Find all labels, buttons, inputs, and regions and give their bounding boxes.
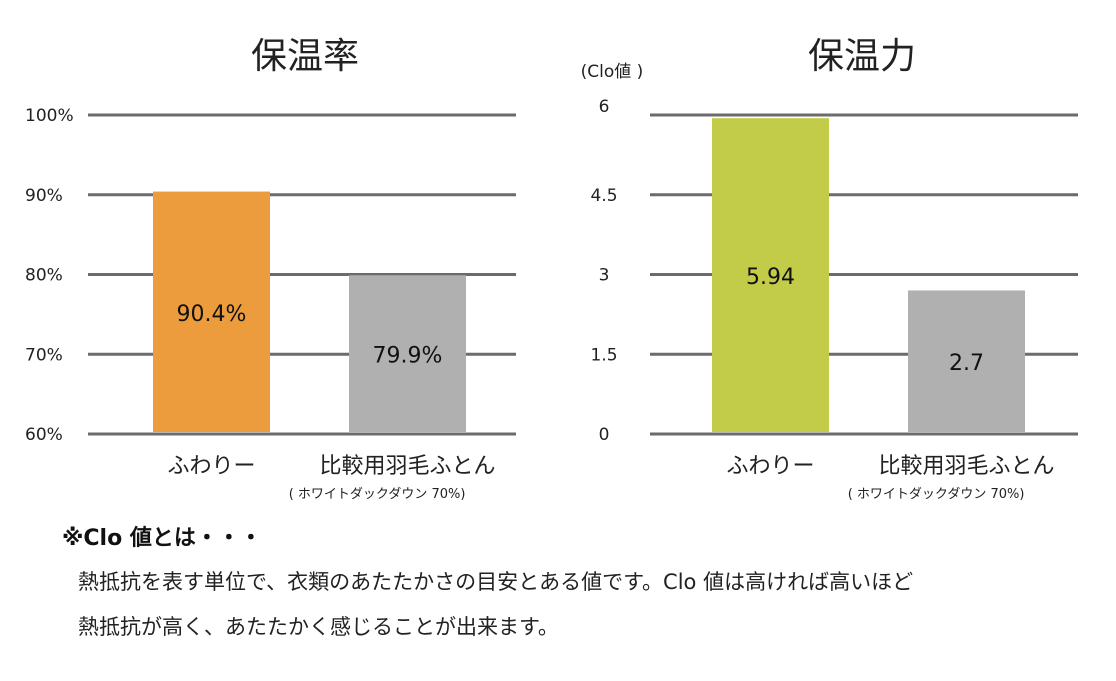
chart-title: 保温力 xyxy=(808,36,916,77)
data-label: 90.4% xyxy=(177,302,247,327)
category-label: ふわりー xyxy=(726,454,814,479)
data-label: 5.94 xyxy=(746,265,795,290)
y-tick-label: 3 xyxy=(599,266,610,286)
data-label: 79.9% xyxy=(373,344,443,369)
category-label: 比較用羽毛ふとん xyxy=(878,454,1054,479)
bar-fuwari xyxy=(712,118,829,432)
category-sublabel: ( ホワイトダックダウン 70%) xyxy=(289,487,466,502)
y-tick-label: 0 xyxy=(599,425,610,445)
y-tick-label: 6 xyxy=(599,97,610,117)
category-label: ふわりー xyxy=(167,454,255,479)
note-line-2: 熱抵抗が高く、あたたかく感じることが出来ます。 xyxy=(78,615,559,639)
y-tick-label: 70% xyxy=(25,345,63,365)
y-tick-label: 90% xyxy=(25,186,63,206)
bar-comparison xyxy=(908,290,1025,432)
y-tick-label: 80% xyxy=(25,266,63,286)
y-tick-label: 60% xyxy=(25,425,63,445)
y-axis-label: (Clo値 ) xyxy=(581,62,644,82)
y-tick-label: 100% xyxy=(25,106,74,126)
bar-comparison xyxy=(349,275,466,432)
category-sublabel: ( ホワイトダックダウン 70%) xyxy=(848,487,1025,502)
chart-title: 保温率 xyxy=(251,36,359,77)
note-heading: ※Clo 値とは・・・ xyxy=(62,526,262,551)
note-line-1: 熱抵抗を表す単位で、衣類のあたたかさの目安とある値です。Clo 値は高ければ高い… xyxy=(78,570,914,594)
category-label: 比較用羽毛ふとん xyxy=(319,454,495,479)
y-tick-label: 4.5 xyxy=(590,186,617,206)
y-tick-label: 1.5 xyxy=(590,345,617,365)
data-label: 2.7 xyxy=(949,351,984,376)
bar-fuwari xyxy=(153,191,270,432)
